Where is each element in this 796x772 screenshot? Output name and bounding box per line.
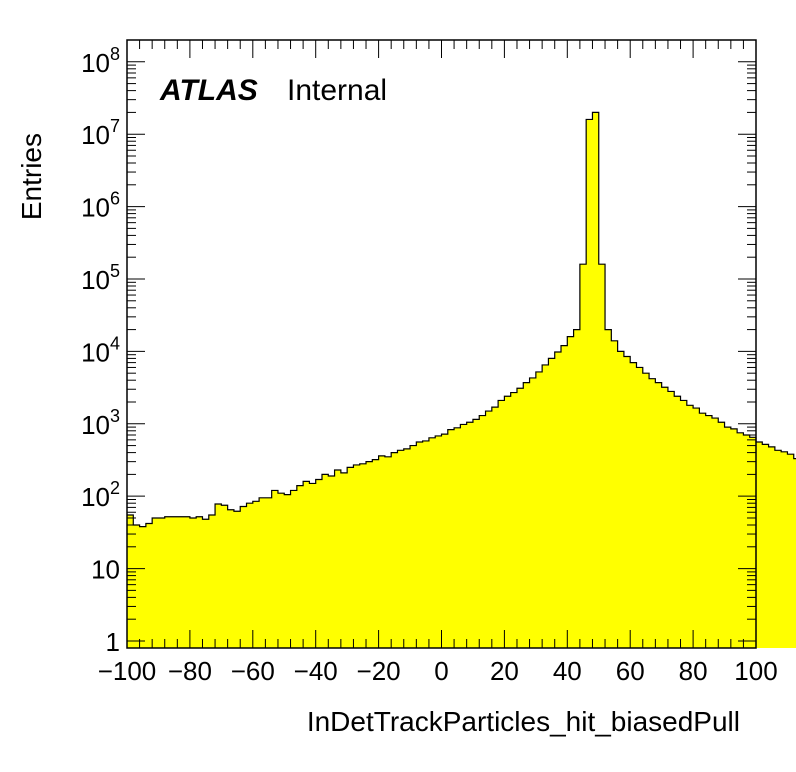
y-tick-label: 106 — [81, 189, 120, 223]
x-axis-title: InDetTrackParticles_hit_biasedPull — [307, 706, 740, 737]
y-tick-label: 108 — [81, 44, 120, 78]
x-tick-label: 80 — [679, 656, 708, 686]
y-axis-tick-labels: 1 10 102 103 104 105 106 107 108 — [81, 44, 120, 657]
y-tick-label: 103 — [81, 406, 120, 440]
x-tick-label: −100 — [98, 656, 157, 686]
y-tick-label: 10 — [91, 555, 120, 585]
y-tick-label: 104 — [81, 333, 120, 367]
x-tick-label: 20 — [490, 656, 519, 686]
x-tick-label: −40 — [294, 656, 338, 686]
y-tick-label: 105 — [81, 261, 120, 295]
y-axis-ticks — [127, 39, 756, 642]
plot-area — [127, 111, 796, 648]
x-tick-label: 40 — [553, 656, 582, 686]
x-tick-label: −80 — [168, 656, 212, 686]
x-tick-label: −20 — [357, 656, 401, 686]
x-axis-tick-labels: −100 −80 −60 −40 −20 0 20 40 60 80 100 — [98, 656, 778, 686]
x-tick-label: 100 — [734, 656, 777, 686]
y-tick-label: 102 — [81, 478, 120, 512]
x-axis-ticks — [126, 40, 757, 648]
internal-label: Internal — [287, 74, 387, 107]
y-axis-title: Entries — [16, 133, 47, 220]
atlas-label: ATLAS — [159, 74, 258, 107]
histogram-outline — [127, 111, 796, 528]
x-tick-label: −60 — [231, 656, 275, 686]
y-tick-label: 1 — [106, 627, 120, 657]
x-tick-label: 0 — [434, 656, 448, 686]
y-tick-label: 107 — [81, 116, 120, 150]
x-tick-label: 60 — [616, 656, 645, 686]
histogram-fill — [127, 112, 796, 648]
